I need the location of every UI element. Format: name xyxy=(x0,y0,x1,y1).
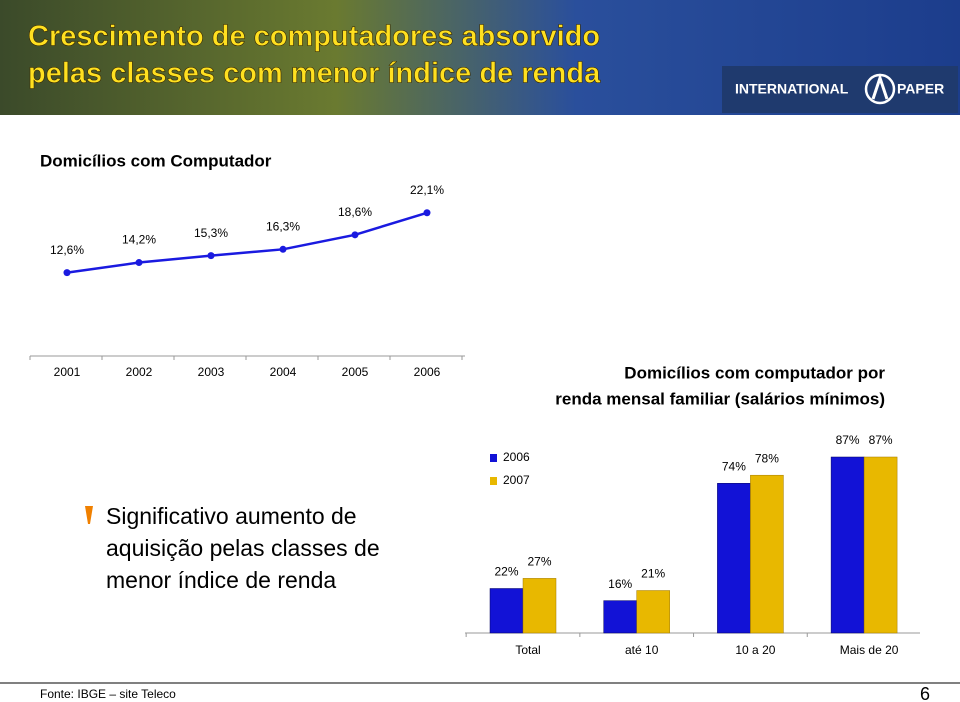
bar xyxy=(603,600,637,634)
bullet-text: Significativo aumento de aquisição pelas… xyxy=(106,503,380,593)
data-label: 16% xyxy=(608,577,632,591)
data-label: 21% xyxy=(641,567,665,581)
bar xyxy=(717,483,751,634)
data-label: 15,3% xyxy=(194,226,228,240)
x-tick-label: 2001 xyxy=(54,365,81,379)
bullet-icon xyxy=(85,506,93,524)
bar xyxy=(750,474,784,634)
data-label: 22% xyxy=(494,565,518,579)
x-tick-label: 10 a 20 xyxy=(735,643,775,657)
data-label: 14,2% xyxy=(122,233,156,247)
data-label: 18,6% xyxy=(338,205,372,219)
point xyxy=(423,209,431,217)
data-label: 12,6% xyxy=(50,243,84,257)
data-label: 87% xyxy=(869,433,893,447)
point xyxy=(351,231,359,239)
chart-title: renda mensal familiar (salários mínimos) xyxy=(555,389,885,408)
point xyxy=(135,259,143,267)
chart-title: Domicílios com Computador xyxy=(40,151,272,170)
slide-title: pelas classes com menor índice de renda xyxy=(28,58,601,90)
legend-swatch xyxy=(490,477,497,485)
slide-title: Crescimento de computadores absorvido xyxy=(28,21,600,53)
data-label: 16,3% xyxy=(266,219,300,233)
data-label: 22,1% xyxy=(410,183,444,197)
data-label: 87% xyxy=(836,433,860,447)
point xyxy=(279,245,287,253)
x-tick-label: 2006 xyxy=(414,365,441,379)
x-tick-label: Mais de 20 xyxy=(840,643,899,657)
chart-title: Domicílios com computador por xyxy=(624,363,885,382)
logo-text: PAPER xyxy=(897,81,944,97)
footer-source: Fonte: IBGE – site Teleco xyxy=(40,687,176,701)
logo-text: INTERNATIONAL xyxy=(735,81,849,97)
x-tick-label: 2003 xyxy=(198,365,225,379)
x-tick-label: até 10 xyxy=(625,643,659,657)
page-number: 6 xyxy=(920,684,930,702)
data-label: 78% xyxy=(755,451,779,465)
bar xyxy=(863,456,898,634)
x-tick-label: 2002 xyxy=(126,365,153,379)
bar xyxy=(522,578,557,634)
x-tick-label: 2004 xyxy=(270,365,297,379)
line xyxy=(66,211,428,274)
logo-icon xyxy=(871,73,889,100)
legend-swatch xyxy=(490,454,497,462)
point xyxy=(207,252,215,260)
legend-label: 2007 xyxy=(503,473,530,487)
logo-box xyxy=(722,66,958,113)
data-label: 74% xyxy=(722,459,746,473)
point xyxy=(63,269,71,277)
x-tick-label: Total xyxy=(515,643,540,657)
bar xyxy=(830,456,865,634)
bar xyxy=(489,588,524,634)
legend-label: 2006 xyxy=(503,450,530,464)
data-label: 27% xyxy=(527,555,551,569)
x-tick-label: 2005 xyxy=(342,365,369,379)
bar xyxy=(636,590,670,634)
